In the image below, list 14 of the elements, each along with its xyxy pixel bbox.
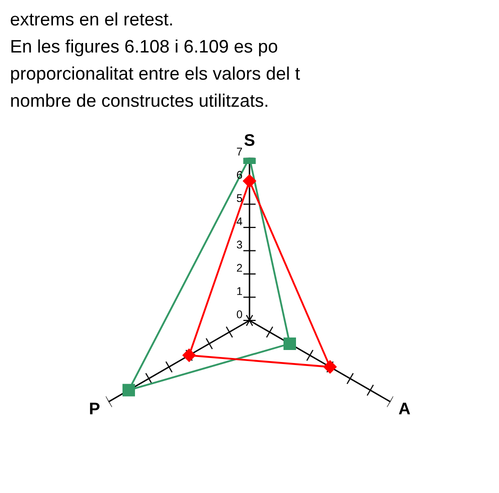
text: extrems en el retest. — [10, 12, 172, 26]
spoke-label: S — [244, 134, 254, 146]
text: proporcionalitat entre els valors del t — [11, 66, 300, 84]
y-tick-label: 5 — [236, 194, 242, 202]
y-tick-label: 2 — [236, 264, 242, 272]
spoke-label: P — [90, 402, 100, 414]
text: nombre de constructes utilitzats. — [11, 94, 268, 107]
spoke-label: A — [398, 402, 410, 414]
y-tick-label: 3 — [236, 240, 242, 249]
text: En les figures 6.108 i 6.109 es po — [11, 39, 278, 56]
y-tick-label: 0 — [236, 310, 242, 318]
y-tick-label: 4 — [236, 218, 242, 226]
y-tick-label: 1 — [237, 287, 242, 295]
y-tick-label: 7 — [236, 148, 242, 156]
